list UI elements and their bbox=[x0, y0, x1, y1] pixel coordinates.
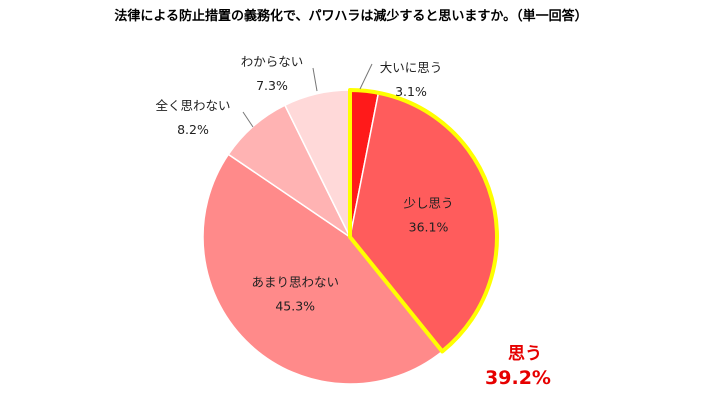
pie-slice-あまり思わない bbox=[202, 153, 444, 385]
leader-line-わからない bbox=[312, 67, 318, 92]
slice-label-全く思わない: 全く思わない bbox=[155, 98, 230, 113]
highlight-label: 思う bbox=[508, 344, 542, 364]
slice-label-少し思う: 少し思う bbox=[403, 196, 453, 211]
slice-label-わからない: わからない bbox=[241, 54, 304, 69]
slice-value-少し思う: 36.1% bbox=[409, 220, 449, 235]
slice-value-あまり思わない: 45.3% bbox=[275, 298, 315, 313]
slice-label-あまり思わない: あまり思わない bbox=[251, 274, 339, 289]
slice-label-大いに思う: 大いに思う bbox=[380, 60, 443, 75]
highlight-outline-path bbox=[348, 88, 499, 354]
chart-title: 法律による防止措置の義務化で、パワハラは減少すると思いますか。（単一回答） bbox=[114, 8, 587, 24]
leader-line-全く思わない bbox=[242, 111, 254, 128]
slice-value-大いに思う: 3.1% bbox=[395, 84, 427, 99]
slice-labels: 大いに思う 3.1% 少し思う 36.1% あまり思わない 45.3% 全く思わない 8.2%… bbox=[155, 54, 453, 313]
slice-value-わからない: 7.3% bbox=[256, 78, 288, 93]
highlight-value: 39.2% bbox=[485, 367, 551, 389]
highlight-outline bbox=[348, 88, 499, 354]
slice-value-全く思わない: 8.2% bbox=[177, 122, 209, 137]
leader-line-大いに思う bbox=[359, 63, 373, 90]
leader-lines bbox=[242, 63, 373, 128]
